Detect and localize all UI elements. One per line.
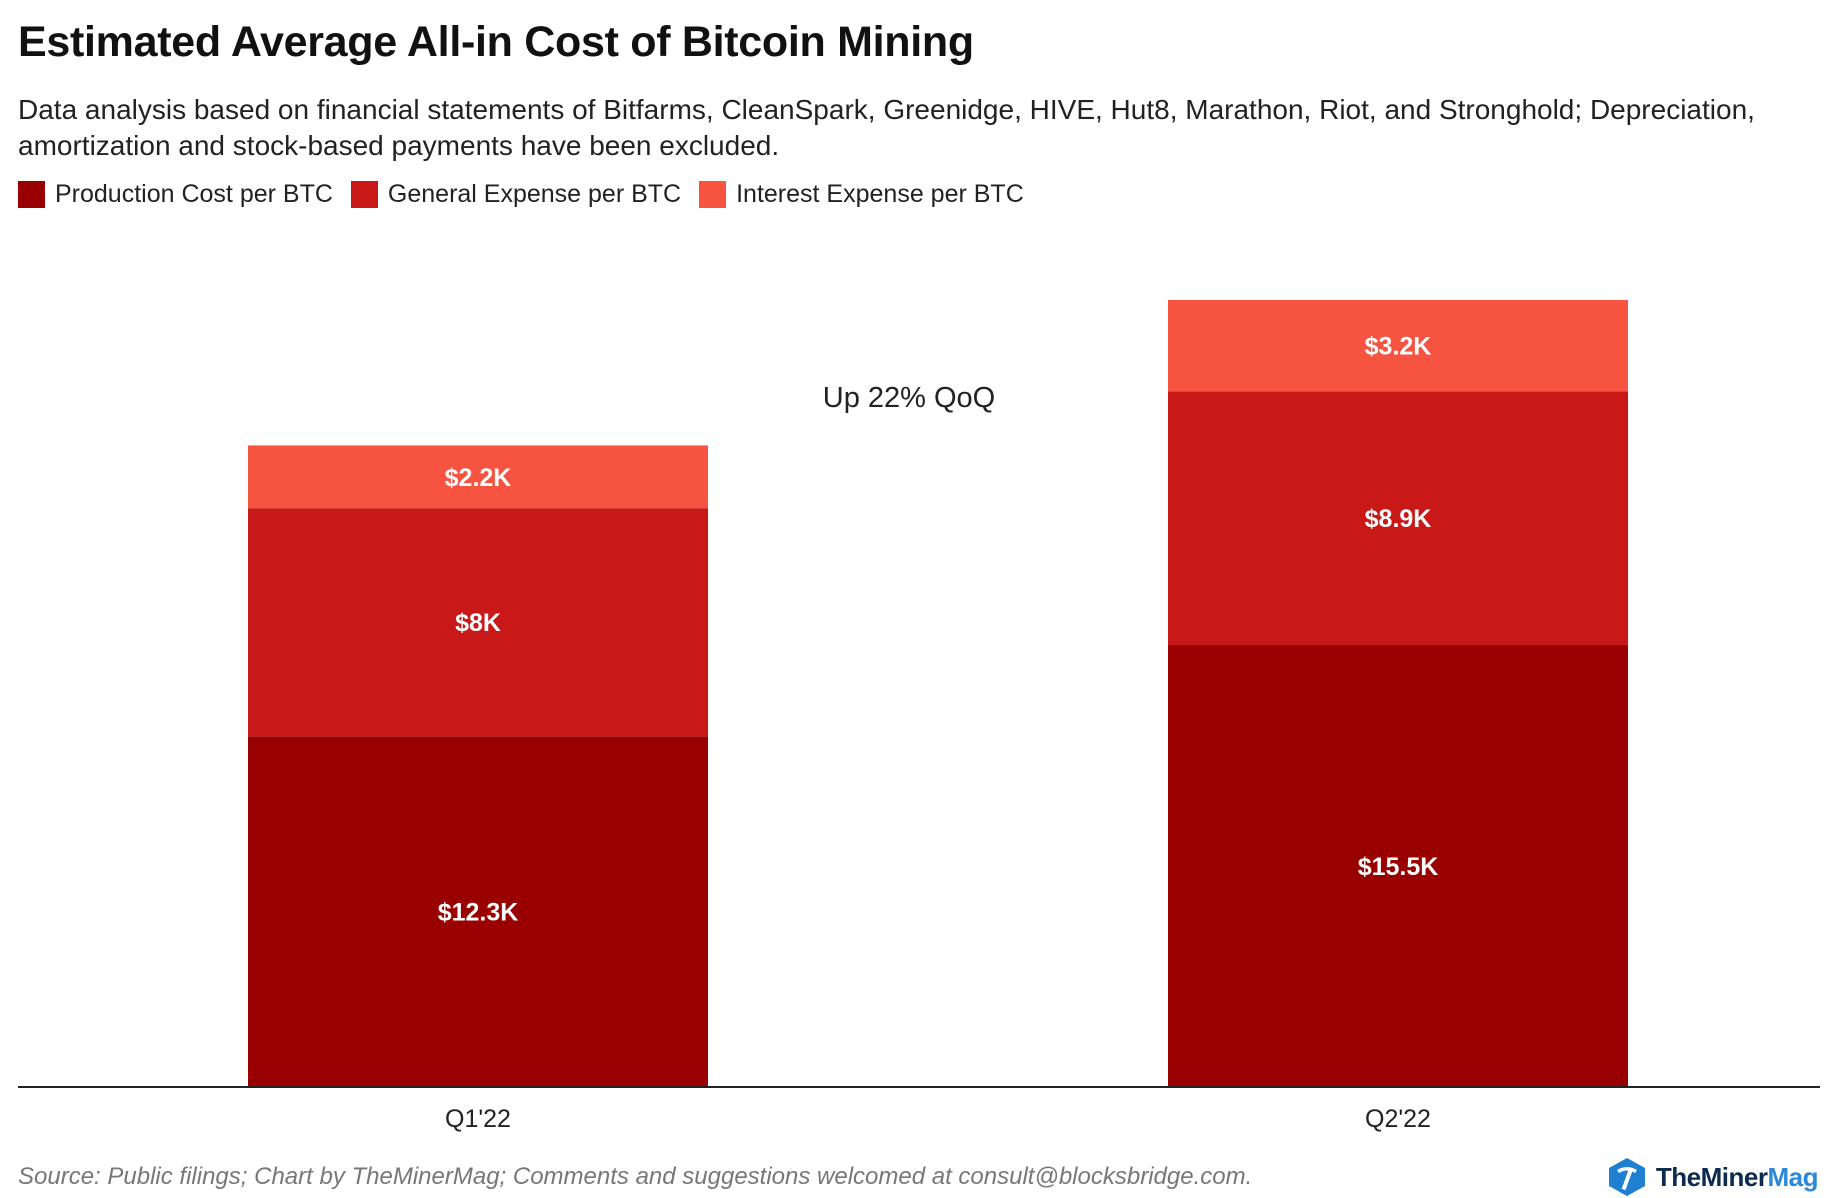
data-label-2-2: $8.9K [1365,505,1432,533]
legend-label-general: General Expense per BTC [387,180,682,208]
bar-segment-3-2 [1168,300,1628,392]
legend-swatch-production [18,181,45,208]
logo-text-accent: Mag [1767,1161,1819,1192]
logo-text-main: TheMiner [1655,1161,1768,1192]
data-label-3-2: $3.2K [1365,333,1432,361]
legend: Production Cost per BTC General Expense … [18,180,1042,209]
legend-label-production: Production Cost per BTC [55,180,333,208]
data-label-1-2: $15.5K [1358,853,1439,881]
annotation-qoq: Up 22% QoQ [823,382,995,414]
data-label-2-1: $8K [455,609,501,637]
data-label-1-1: $12.3K [438,899,519,927]
legend-item-general: General Expense per BTC [350,180,682,209]
bar-segment-1-1 [248,736,708,1087]
bar-segment-1-2 [1168,645,1628,1087]
pickaxe-logo-icon [1608,1158,1645,1196]
x-tick-label-2: Q2'22 [1365,1105,1431,1133]
logo-text: TheMinerMag [1655,1161,1819,1193]
brand-logo: TheMinerMag [1606,1156,1818,1198]
chart-subtitle: Data analysis based on financial stateme… [18,94,1755,161]
legend-swatch-interest [699,181,727,208]
legend-item-production: Production Cost per BTC [18,180,333,209]
source-note: Source: Public filings; Chart by TheMine… [18,1163,1253,1190]
legend-item-interest: Interest Expense per BTC [699,180,1024,209]
chart-title: Estimated Average All-in Cost of Bitcoin… [18,18,974,66]
legend-label-interest: Interest Expense per BTC [736,180,1024,208]
legend-swatch-general [350,181,378,208]
bar-segment-2-1 [248,508,708,737]
x-tick-label-1: Q1'22 [445,1105,511,1133]
bar-segment-2-2 [1168,391,1628,646]
bar-segment-3-1 [248,445,708,509]
data-label-3-1: $2.2K [445,464,512,492]
stacked-bar-chart: $12.3K $8K $2.2K Q1'22 $15.5K $8.9K $3.2K Q2'22… [18,300,1820,1133]
